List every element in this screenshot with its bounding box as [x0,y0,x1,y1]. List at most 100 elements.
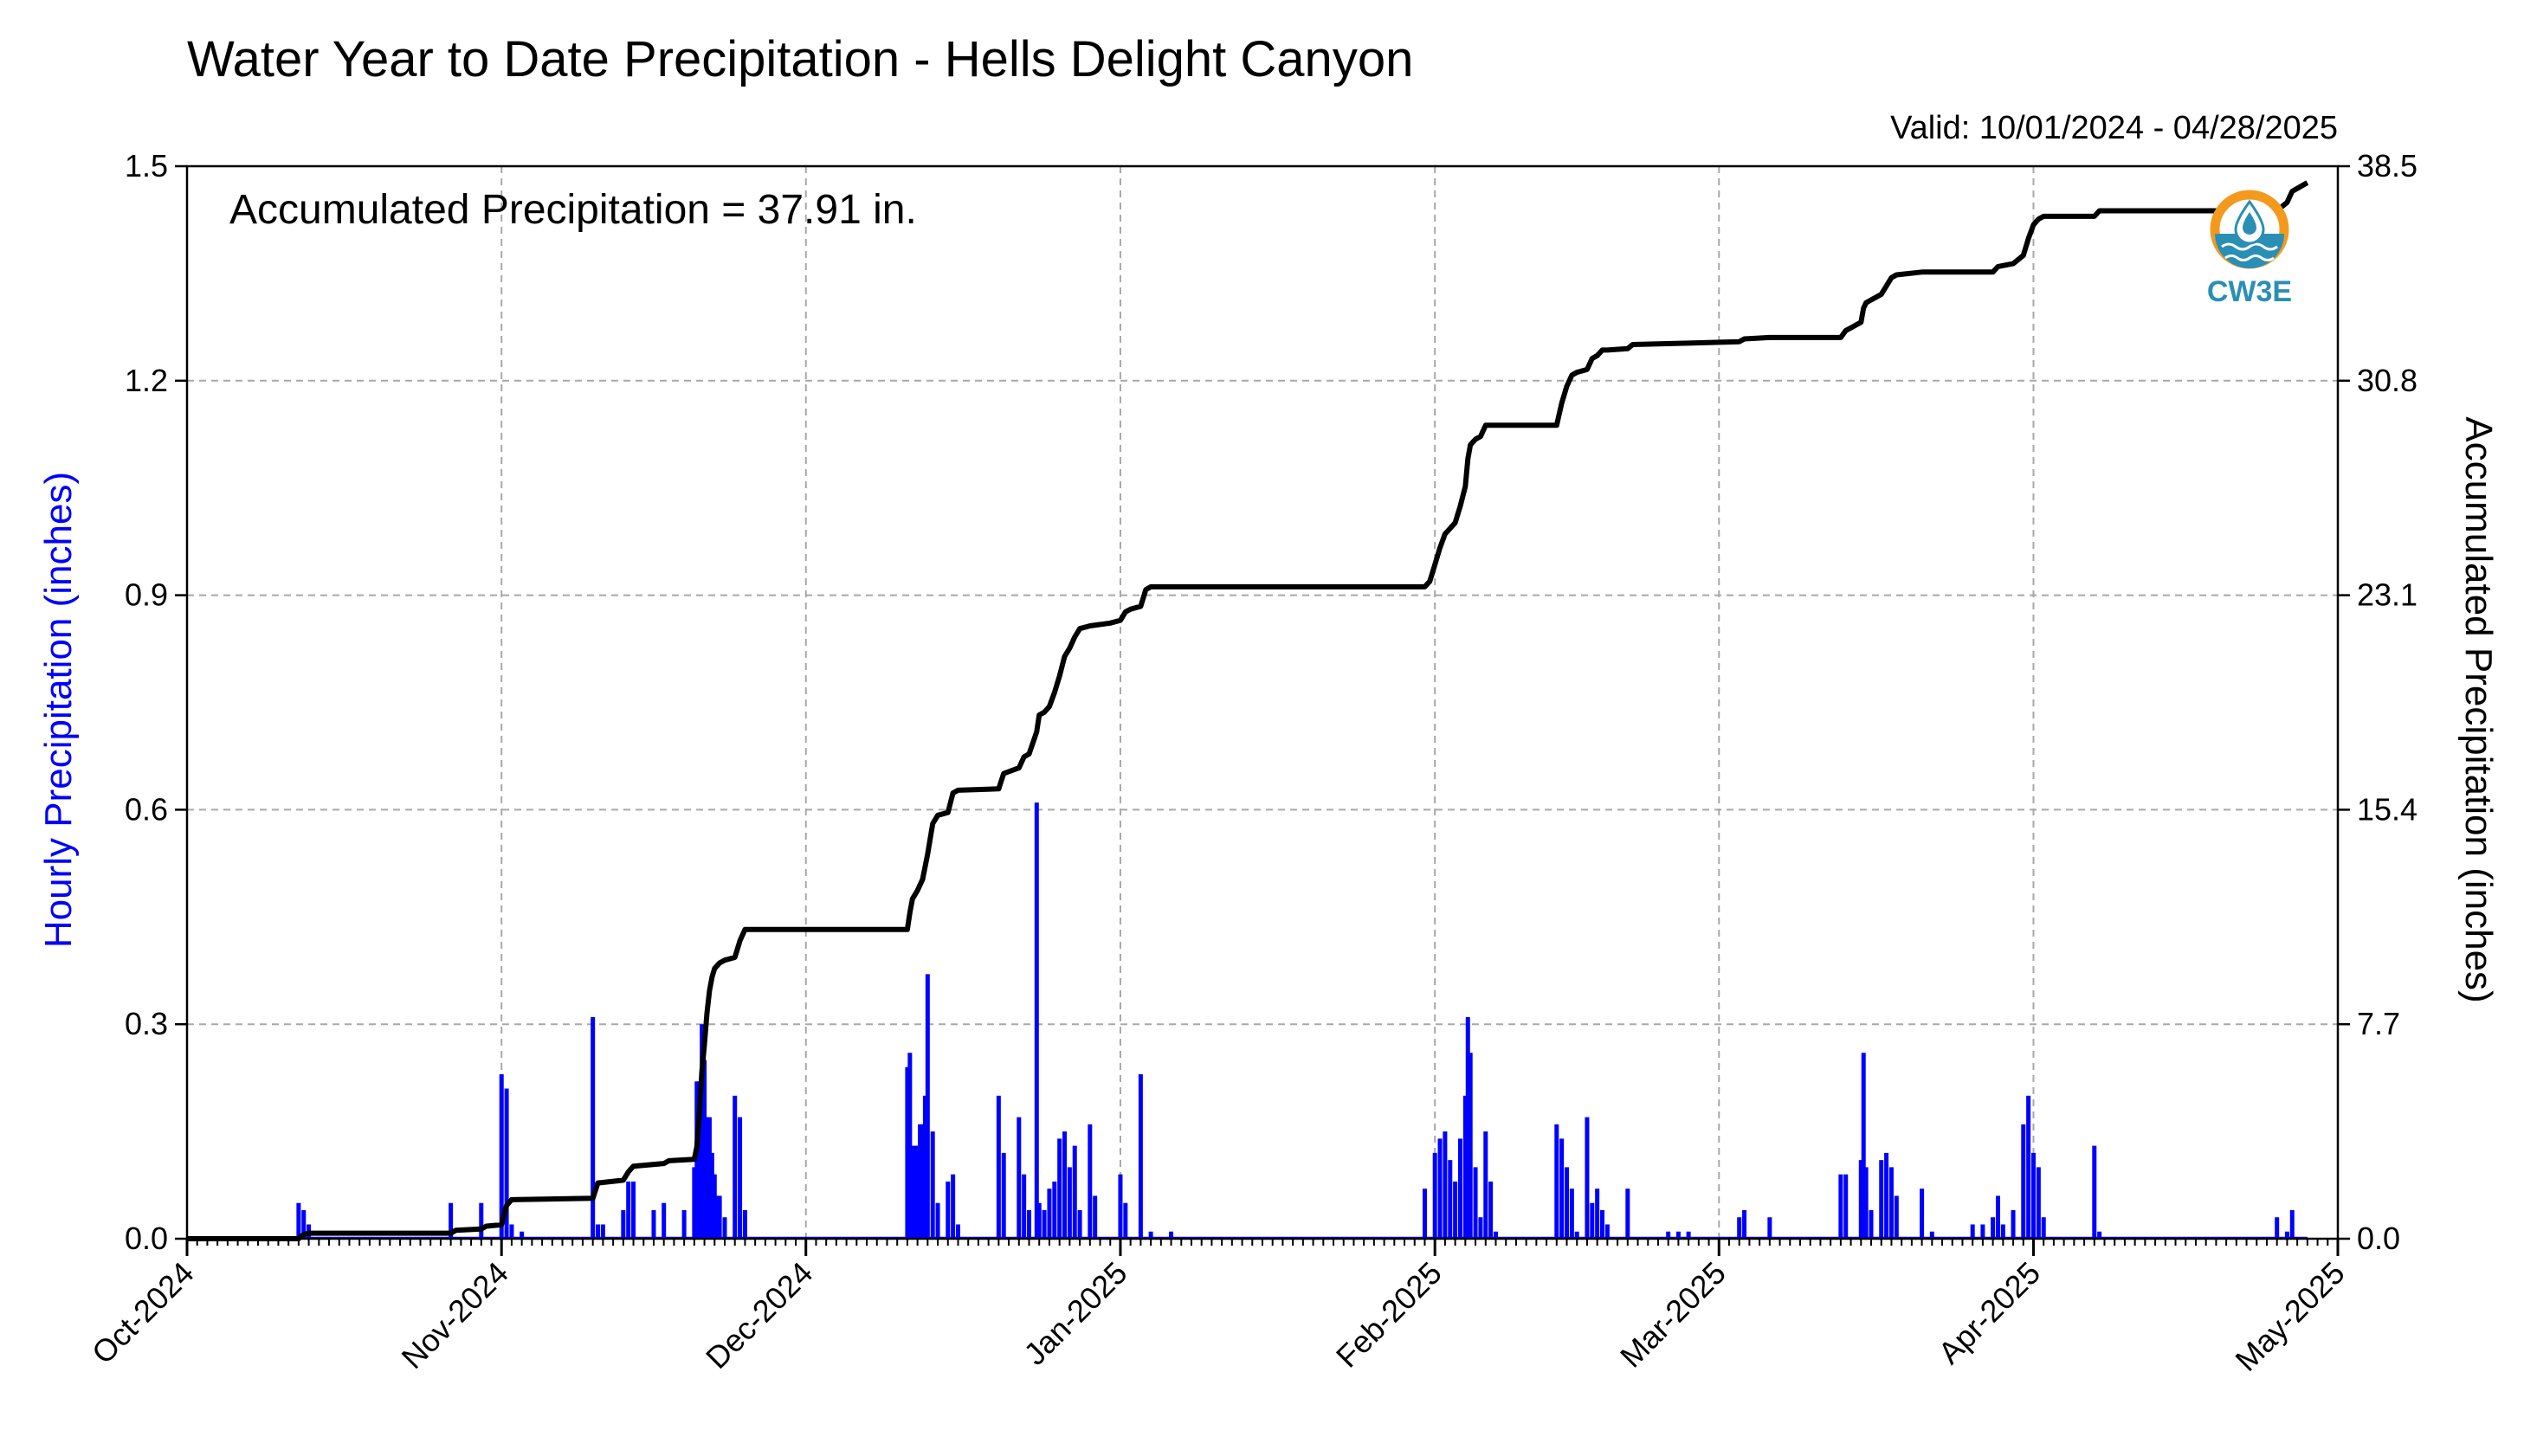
hourly-bar [479,1202,484,1239]
hourly-bar [1863,1167,1869,1239]
x-tick-label: Nov-2024 [395,1255,515,1375]
left-axis-label: Hourly Precipitation (inches) [37,472,80,948]
hourly-bar [707,1117,712,1239]
hourly-bar [1565,1167,1570,1239]
hourly-bar [1569,1189,1574,1239]
hourly-bar [1062,1131,1068,1239]
left-tick-label: 1.5 [125,148,168,184]
hourly-bar [1036,1202,1042,1239]
hourly-bar [717,1195,722,1239]
x-tick-label: Feb-2025 [1329,1255,1449,1375]
hourly-bar [1488,1181,1494,1239]
hourly-bar [1970,1224,1975,1239]
hourly-bar [626,1181,631,1239]
hourly-bar [955,1224,960,1239]
hourly-bar [1869,1209,1874,1239]
hourly-bar [935,1202,940,1239]
chart-title: Water Year to Date Precipitation - Hells… [187,31,1413,87]
hourly-bar [1123,1202,1128,1239]
hourly-bar [692,1167,697,1239]
hourly-bar [1052,1181,1057,1239]
hourly-bar [1595,1189,1600,1239]
hourly-bar [1453,1181,1458,1239]
hourly-bar [1861,1053,1866,1239]
hourly-bar [600,1224,605,1239]
hourly-bar [1072,1145,1077,1239]
x-axis: Oct-2024 Nov-2024 Dec-2024 Jan-2025 Feb-2025… [85,1239,2352,1378]
x-tick-label: May-2025 [2228,1255,2351,1378]
hourly-bar [2030,1152,2036,1239]
hourly-bar [1884,1152,1889,1239]
hourly-bar [704,1117,709,1239]
hourly-bar [1468,1053,1473,1239]
hourly-bar [1443,1131,1448,1239]
hourly-bar [925,974,930,1239]
hourly-bar [1879,1160,1884,1239]
hourly-bar [1422,1189,1427,1239]
cw3e-logo: CW3E [2207,190,2292,308]
hourly-bar [915,1145,920,1239]
accumulated-precipitation-line [187,180,2309,1241]
hourly-bar [449,1202,454,1239]
hourly-bar [1625,1189,1630,1239]
cw3e-logo-icon [2210,190,2289,269]
hourly-bar [1888,1167,1894,1239]
hourly-bar [709,1152,714,1239]
hourly-bar [907,1053,913,1239]
left-tick-label: 0.6 [125,791,168,827]
right-tick-label: 7.7 [2357,1006,2400,1041]
hourly-bar [1483,1131,1488,1239]
plot-frame [185,164,2340,1240]
hourly-bar [1088,1124,1093,1239]
hourly-bar [1590,1202,1595,1239]
hourly-bar [738,1117,743,1239]
hourly-bar [1148,1231,1153,1239]
hourly-bar [591,1016,596,1239]
hourly-bar [1995,1195,2000,1239]
hourly-bar [2021,1124,2026,1239]
hourly-bar [296,1202,301,1239]
hourly-bar [1473,1167,1478,1239]
left-tick-label: 1.2 [125,363,168,398]
hourly-bar [301,1209,307,1239]
hourly-bar [1462,1095,1468,1239]
hourly-bar [714,1195,720,1239]
gridlines [187,166,2338,1239]
hourly-bar [712,1174,717,1239]
hourly-bar [918,1124,923,1239]
hourly-bar [1022,1174,1027,1239]
hourly-bar [1574,1231,1579,1239]
left-tick-label: 0.3 [125,1006,168,1041]
hourly-bar [1493,1231,1498,1239]
hourly-bar [662,1202,667,1239]
x-tick-label: Mar-2025 [1613,1255,1733,1375]
left-tick-label: 0.0 [125,1221,168,1256]
hourly-bar [700,1024,705,1239]
hourly-bar [2097,1231,2102,1239]
hourly-bar [2275,1217,2280,1239]
x-tick-label: Jan-2025 [1017,1255,1133,1372]
hourly-bar [1737,1217,1742,1239]
hourly-bar [1838,1174,1843,1239]
hourly-bar [1001,1152,1006,1239]
hourly-bar [1604,1224,1610,1239]
hourly-bar [2026,1095,2031,1239]
hourly-bar [733,1095,738,1239]
hourly-bar [910,1145,915,1239]
hourly-bar [694,1081,700,1239]
hourly-bar [2041,1217,2046,1239]
hourly-bar [946,1181,951,1239]
hourly-bar [2011,1209,2016,1239]
hourly-bar [1017,1117,1022,1239]
chart-subtitle: Valid: 10/01/2024 - 04/28/2025 [1890,110,2338,146]
hourly-bar [1929,1231,1934,1239]
hourly-bar [1118,1174,1123,1239]
hourly-bar [1067,1167,1072,1239]
hourly-bar [702,1060,707,1239]
hourly-bar [1437,1138,1443,1239]
hourly-bar [2092,1145,2097,1239]
hourly-bar [596,1224,601,1239]
hourly-bar [1047,1189,1052,1239]
hourly-bar [520,1231,525,1239]
